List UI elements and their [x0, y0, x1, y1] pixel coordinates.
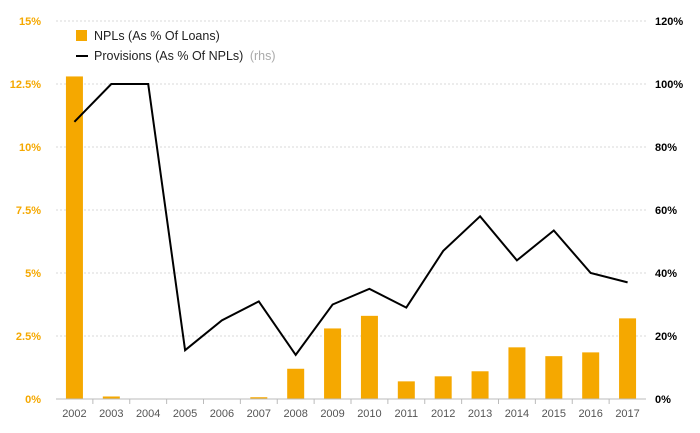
right-tick-label: 80% [655, 142, 677, 154]
right-tick-label: 60% [655, 205, 677, 217]
x-tick-label: 2003 [99, 408, 123, 420]
legend-swatch-npls [76, 30, 87, 41]
legend-label-npls: NPLs (As % Of Loans) [94, 29, 220, 43]
x-tick-label: 2010 [357, 408, 381, 420]
npl-bar [397, 381, 415, 399]
npl-bar [582, 352, 600, 399]
x-tick-label: 2005 [173, 408, 197, 420]
x-tick-label: 2008 [283, 408, 307, 420]
legend: NPLs (As % Of Loans) Provisions (As % Of… [76, 29, 276, 63]
left-tick-label: 15% [19, 16, 41, 28]
axes [56, 398, 646, 404]
npl-bar [102, 396, 120, 399]
legend-label-provisions: Provisions (As % Of NPLs) (rhs) [94, 49, 276, 63]
x-tick-label: 2016 [578, 408, 602, 420]
x-tick-label: 2007 [247, 408, 271, 420]
x-tick-label: 2012 [431, 408, 455, 420]
npl-bar [287, 368, 305, 399]
npl-bar [619, 318, 637, 399]
x-tick-label: 2014 [505, 408, 529, 420]
right-tick-label: 0% [655, 394, 671, 406]
legend-label-provisions-rhs: (rhs) [250, 49, 276, 63]
x-axis-ticks: 2002 2003 2004 2005 2006 2007 2008 2009 2010 2011… [62, 408, 640, 420]
npl-bar [508, 347, 526, 399]
npl-bar [434, 376, 452, 399]
left-tick-label: 5% [25, 268, 41, 280]
x-tick-label: 2004 [136, 408, 160, 420]
x-tick-label: 2017 [615, 408, 639, 420]
left-tick-label: 7.5% [16, 205, 41, 217]
x-tick-label: 2015 [542, 408, 566, 420]
right-axis-ticks: 0% 20% 40% 60% 80% 100% 120% [655, 16, 683, 406]
left-tick-label: 0% [25, 394, 41, 406]
npl-bars [65, 76, 637, 399]
x-tick-label: 2009 [320, 408, 344, 420]
right-tick-label: 120% [655, 16, 683, 28]
left-axis-ticks: 0% 2.5% 5% 7.5% 10% 12.5% 15% [10, 16, 41, 406]
npl-bar [471, 371, 489, 399]
npl-bar [360, 315, 378, 399]
grid-lines [56, 20, 646, 337]
left-tick-label: 12.5% [10, 79, 41, 91]
npl-bar [324, 328, 342, 399]
legend-label-provisions-name: Provisions (As % Of NPLs) [94, 49, 243, 63]
right-tick-label: 100% [655, 79, 683, 91]
right-tick-label: 40% [655, 268, 677, 280]
x-tick-label: 2011 [394, 408, 418, 420]
npl-bar [65, 76, 83, 399]
right-tick-label: 20% [655, 331, 677, 343]
provisions-line [73, 83, 628, 357]
x-tick-label: 2006 [210, 408, 234, 420]
npl-bar [250, 397, 268, 399]
provisions-polyline [73, 83, 628, 357]
npl-bar [545, 356, 563, 399]
left-tick-label: 2.5% [16, 331, 41, 343]
left-tick-label: 10% [19, 142, 41, 154]
x-tick-label: 2013 [468, 408, 492, 420]
x-tick-label: 2002 [62, 408, 86, 420]
